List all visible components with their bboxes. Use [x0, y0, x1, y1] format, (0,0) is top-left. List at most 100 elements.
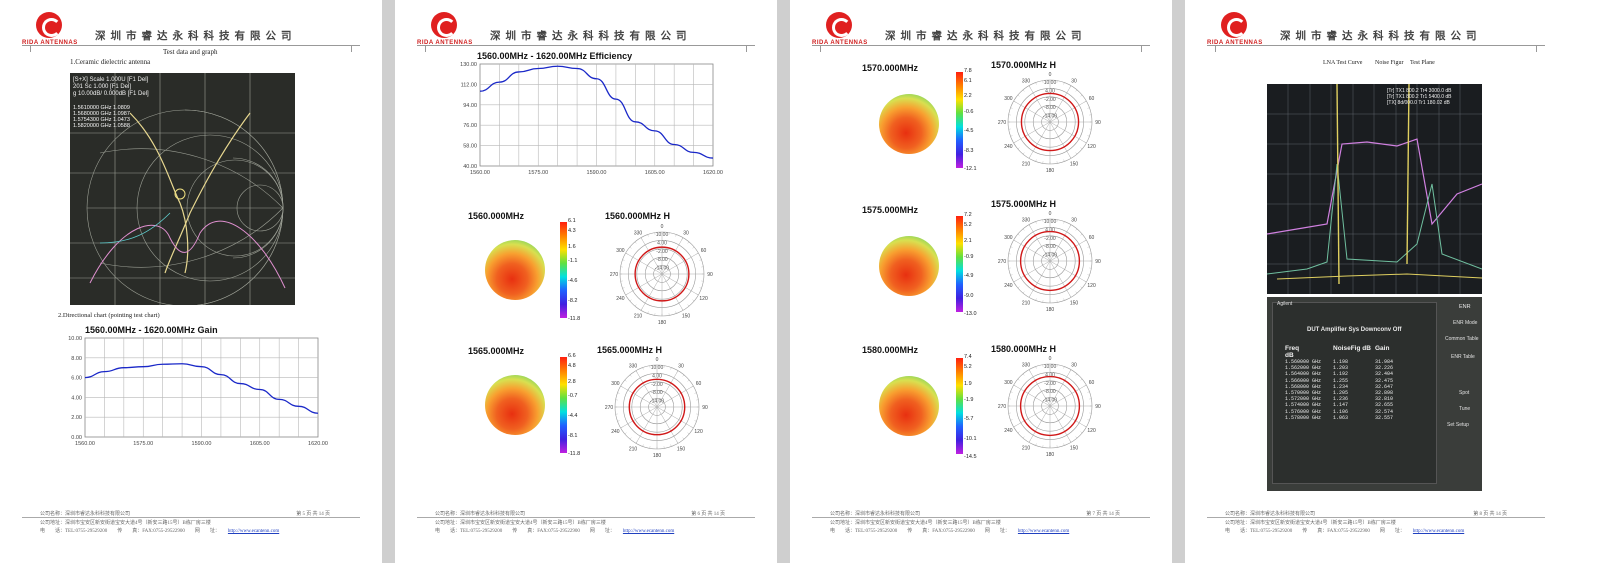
- table-cell: 1.560000 GHz: [1285, 359, 1322, 365]
- x-tick-label: 1560.00: [470, 170, 490, 176]
- polar-tick: [1075, 152, 1078, 155]
- polar-tick: [1069, 85, 1072, 88]
- angle-label: 120: [694, 429, 703, 435]
- polar-tick: [1013, 100, 1016, 103]
- table-cell: 1.106: [1333, 408, 1349, 415]
- polar-tick: [629, 299, 632, 302]
- polar-spoke: [656, 406, 694, 429]
- softkey[interactable]: Common Table: [1445, 336, 1479, 342]
- scale-label: 6.1: [964, 78, 972, 84]
- vna-status: 201 Sc 1.000 [F1 Del]: [73, 84, 131, 90]
- polar-tick: [691, 385, 694, 388]
- pattern-freq-label: 1580.000MHz: [862, 345, 919, 355]
- softkey[interactable]: Tune: [1459, 406, 1471, 412]
- scale-label: 1.9: [964, 381, 972, 387]
- footer-address: 公司地址：深圳市宝安区新安街道宝安大道4号（新安三路15号）B栋厂房三楼: [830, 521, 1001, 526]
- softkey[interactable]: Set Setup: [1447, 422, 1469, 428]
- polar-plot: 10.004.00-2.00-8.00-14.00030609012015018…: [605, 357, 708, 459]
- x-tick-label: 1590.00: [192, 441, 212, 447]
- angle-label: 30: [1071, 217, 1077, 223]
- scale-label: 6.1: [568, 218, 576, 224]
- angle-label: 180: [1046, 452, 1055, 458]
- polar-spoke: [1013, 100, 1051, 123]
- table-row: 1.564000 GHz 1.192 32.404: [1285, 371, 1405, 377]
- radiation-trace: [628, 378, 686, 436]
- website-link[interactable]: http://www.ecantenn.com: [227, 529, 280, 534]
- table-row: 1.574000 GHz 1.147 32.655: [1285, 402, 1405, 408]
- section-heading: 2.Directional chart (pointing test chart…: [58, 312, 160, 319]
- polar-tick: [1010, 274, 1013, 276]
- analyzer-mode: DUT Amplifier Sys Downconv Off: [1307, 327, 1402, 333]
- polar-tick: [634, 241, 637, 244]
- polar-tick: [699, 259, 702, 261]
- table-cell: 32.810: [1375, 396, 1394, 403]
- y-tick-label: 112.00: [461, 82, 477, 88]
- polar-tick: [1080, 233, 1083, 236]
- smith-chart: [S+X] Scale 1.000U [F1 Del] 201 Sc 1.000…: [70, 73, 295, 305]
- polar-tick: [1010, 107, 1013, 109]
- angle-label: 90: [1095, 404, 1101, 410]
- scale-label: -11.8: [568, 316, 581, 322]
- angle-label: 240: [611, 429, 620, 435]
- website-link[interactable]: http://www.ecantenn.com: [1412, 529, 1465, 534]
- nf-table: 1.560000 GHz 1.198 31.984 1.562000 GHz 1.203…: [1285, 359, 1405, 421]
- page-7: RIDA ANTENNAS 深圳市睿达永科科技有限公司 1570.000MHz …: [790, 0, 1172, 563]
- footer-contact: 电 话：TEL:0755-29529200 传 真：FAX:0755-29522…: [435, 529, 675, 534]
- table-cell: 1.203: [1333, 365, 1349, 372]
- polar-tick: [1075, 436, 1078, 439]
- vna-status: g 10.00dB/ 0.000dB [F1 Del]: [73, 91, 149, 97]
- softkey[interactable]: Spot: [1459, 390, 1470, 396]
- softkey[interactable]: ENR Table: [1451, 354, 1475, 360]
- polar-tick: [1028, 85, 1031, 88]
- scale-label: -0.7: [568, 393, 578, 399]
- polar-tick: [1087, 135, 1090, 137]
- angle-label: 330: [629, 363, 638, 369]
- polar-tick: [1035, 221, 1037, 224]
- efficiency-chart-title: 1560.00MHz - 1620.00MHz Efficiency: [477, 51, 633, 61]
- scale-label: 2.8: [568, 379, 576, 385]
- angle-label: 90: [1095, 259, 1101, 265]
- softkey[interactable]: ENR: [1459, 304, 1471, 310]
- polar-spoke: [661, 237, 684, 275]
- polar-tick: [1017, 378, 1020, 381]
- page-5: RIDA ANTENNAS 深圳市睿达永科科技有限公司 Test data an…: [0, 0, 382, 563]
- y-tick-label: 76.00: [463, 123, 477, 129]
- scale-label: -0.9: [964, 254, 974, 260]
- series-line: [84, 363, 319, 414]
- angle-label: 210: [629, 447, 638, 453]
- angle-label: 120: [699, 296, 708, 302]
- polar-tick: [1075, 228, 1078, 231]
- footer-address: 公司地址：深圳市宝安区新安街道宝安大道4号（新安三路15号）B栋厂房三楼: [435, 521, 606, 526]
- polar-spoke: [1049, 260, 1072, 298]
- y-tick-label: 40.00: [463, 164, 477, 170]
- softkey[interactable]: ENR Mode: [1453, 320, 1478, 326]
- angle-label: 300: [1004, 96, 1013, 102]
- polar-spoke: [661, 252, 699, 275]
- polar-tick: [1084, 239, 1087, 242]
- polar-tick: [1010, 246, 1013, 248]
- polar-tick: [687, 379, 690, 382]
- table-cell: 1.572000 GHz: [1285, 396, 1322, 403]
- table-cell: 1.566000 GHz: [1285, 377, 1322, 384]
- website-link[interactable]: http://www.ecantenn.com: [622, 529, 675, 534]
- polar-tick: [1084, 425, 1087, 428]
- page-footer: 公司名称：深圳市睿达永科科技有限公司 第 6 页 共 14 页 公司地址：深圳市…: [395, 503, 777, 563]
- x-tick-label: 1575.00: [133, 441, 153, 447]
- table-cell: 1.576000 GHz: [1285, 408, 1322, 415]
- y-tick-label: 2.00: [71, 415, 82, 421]
- polar-tick: [1017, 94, 1020, 97]
- polar-tick: [1087, 107, 1090, 109]
- analyzer-brand: Agilent: [1277, 301, 1293, 307]
- table-cell: 32.898: [1375, 390, 1394, 397]
- polar-tick: [687, 432, 690, 435]
- x-tick-label: 1605.00: [250, 441, 270, 447]
- polar-tick: [624, 432, 627, 435]
- angle-label: 60: [696, 381, 702, 387]
- 3d-radiation-pattern: [879, 94, 939, 154]
- polar-tick: [676, 370, 679, 373]
- table-cell: 1.063: [1333, 414, 1349, 421]
- table-cell: 1.147: [1333, 402, 1349, 409]
- polar-tick: [699, 287, 702, 289]
- angle-label: 150: [1070, 446, 1079, 452]
- website-link[interactable]: http://www.ecantenn.com: [1017, 529, 1070, 534]
